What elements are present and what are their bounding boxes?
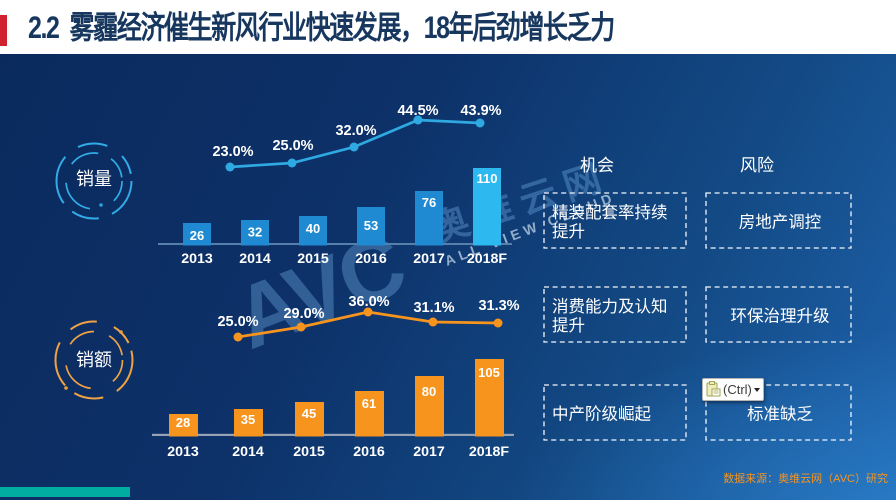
svg-text:80: 80 [422, 384, 436, 399]
svg-text:31.1%: 31.1% [413, 300, 454, 316]
svg-text:2014: 2014 [239, 251, 271, 267]
svg-text:2013: 2013 [167, 444, 199, 460]
svg-text:2016: 2016 [355, 251, 387, 267]
svg-text:23.0%: 23.0% [212, 144, 253, 160]
svg-text:44.5%: 44.5% [397, 103, 438, 119]
svg-text:53: 53 [364, 218, 378, 233]
svg-text:31.3%: 31.3% [478, 298, 519, 314]
svg-text:35: 35 [241, 412, 255, 427]
svg-text:2017: 2017 [413, 444, 445, 460]
svg-text:76: 76 [422, 195, 436, 210]
svg-text:2015: 2015 [293, 444, 325, 460]
svg-text:25.0%: 25.0% [217, 314, 258, 330]
svg-text:28: 28 [176, 415, 190, 430]
svg-text:61: 61 [362, 396, 376, 411]
svg-text:2018F: 2018F [469, 444, 510, 460]
svg-text:25.0%: 25.0% [272, 138, 313, 154]
svg-text:2014: 2014 [232, 444, 264, 460]
svg-text:32: 32 [248, 225, 262, 240]
svg-text:2017: 2017 [413, 251, 445, 267]
svg-text:105: 105 [478, 365, 500, 380]
svg-text:32.0%: 32.0% [335, 123, 376, 139]
svg-text:43.9%: 43.9% [460, 103, 501, 119]
svg-text:45: 45 [302, 406, 316, 421]
svg-text:2015: 2015 [297, 251, 329, 267]
svg-text:26: 26 [190, 228, 204, 243]
svg-text:销额: 销额 [76, 350, 112, 370]
svg-text:110: 110 [477, 171, 498, 186]
svg-text:2016: 2016 [353, 444, 385, 460]
svg-text:29.0%: 29.0% [283, 306, 324, 322]
svg-text:销量: 销量 [76, 169, 112, 189]
svg-text:36.0%: 36.0% [348, 294, 389, 310]
svg-text:2013: 2013 [181, 251, 213, 267]
svg-text:40: 40 [306, 221, 320, 236]
svg-text:2018F: 2018F [467, 251, 508, 267]
